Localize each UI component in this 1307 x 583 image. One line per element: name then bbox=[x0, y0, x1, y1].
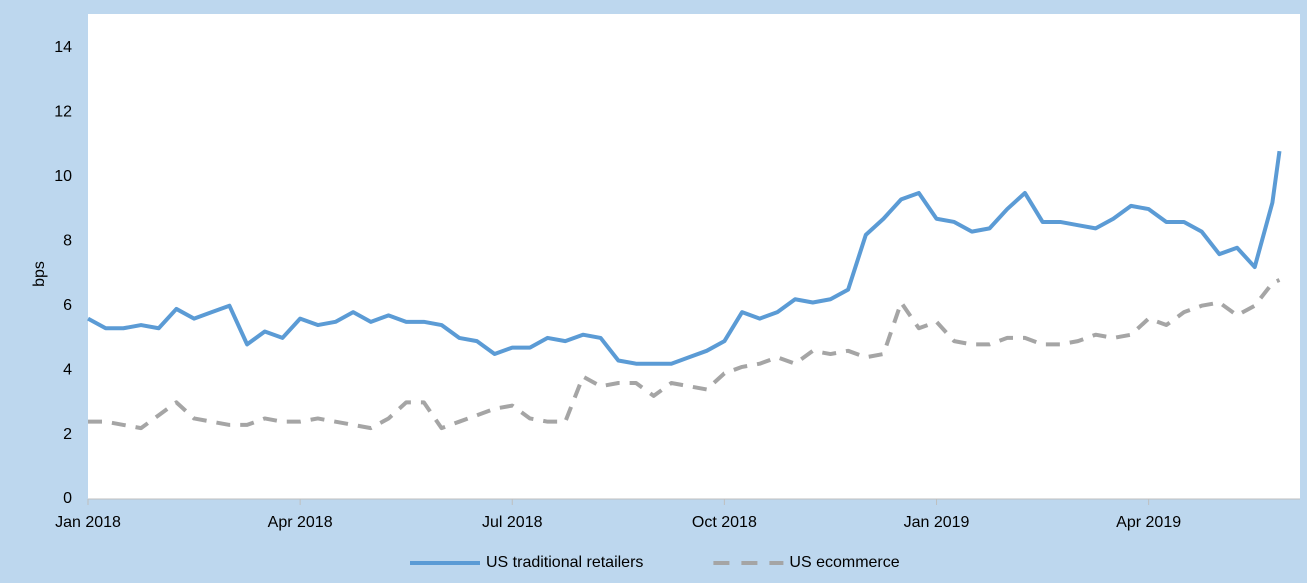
y-tick-label: 14 bbox=[54, 39, 72, 56]
legend-label: US traditional retailers bbox=[486, 554, 643, 571]
x-tick-label: Jul 2018 bbox=[482, 514, 543, 531]
y-tick-label: 12 bbox=[54, 104, 72, 121]
x-tick-label: Oct 2018 bbox=[692, 514, 757, 531]
x-tick-label: Apr 2018 bbox=[268, 514, 333, 531]
series-line bbox=[87, 150, 1282, 366]
x-tick-label: Jan 2019 bbox=[904, 514, 970, 531]
series-line bbox=[88, 278, 1281, 431]
y-tick-label: 2 bbox=[63, 426, 72, 443]
y-tick-label: 6 bbox=[63, 297, 72, 314]
y-tick-label: 8 bbox=[63, 233, 72, 250]
y-tick-label: 0 bbox=[63, 490, 72, 507]
legend-label: US ecommerce bbox=[789, 554, 899, 571]
plot-area bbox=[88, 14, 1300, 499]
x-tick-label: Jan 2018 bbox=[55, 514, 121, 531]
x-tick-label: Apr 2019 bbox=[1116, 514, 1181, 531]
y-axis-label: bps bbox=[31, 261, 48, 287]
y-tick-label: 4 bbox=[63, 361, 72, 378]
y-tick-label: 10 bbox=[54, 168, 72, 185]
